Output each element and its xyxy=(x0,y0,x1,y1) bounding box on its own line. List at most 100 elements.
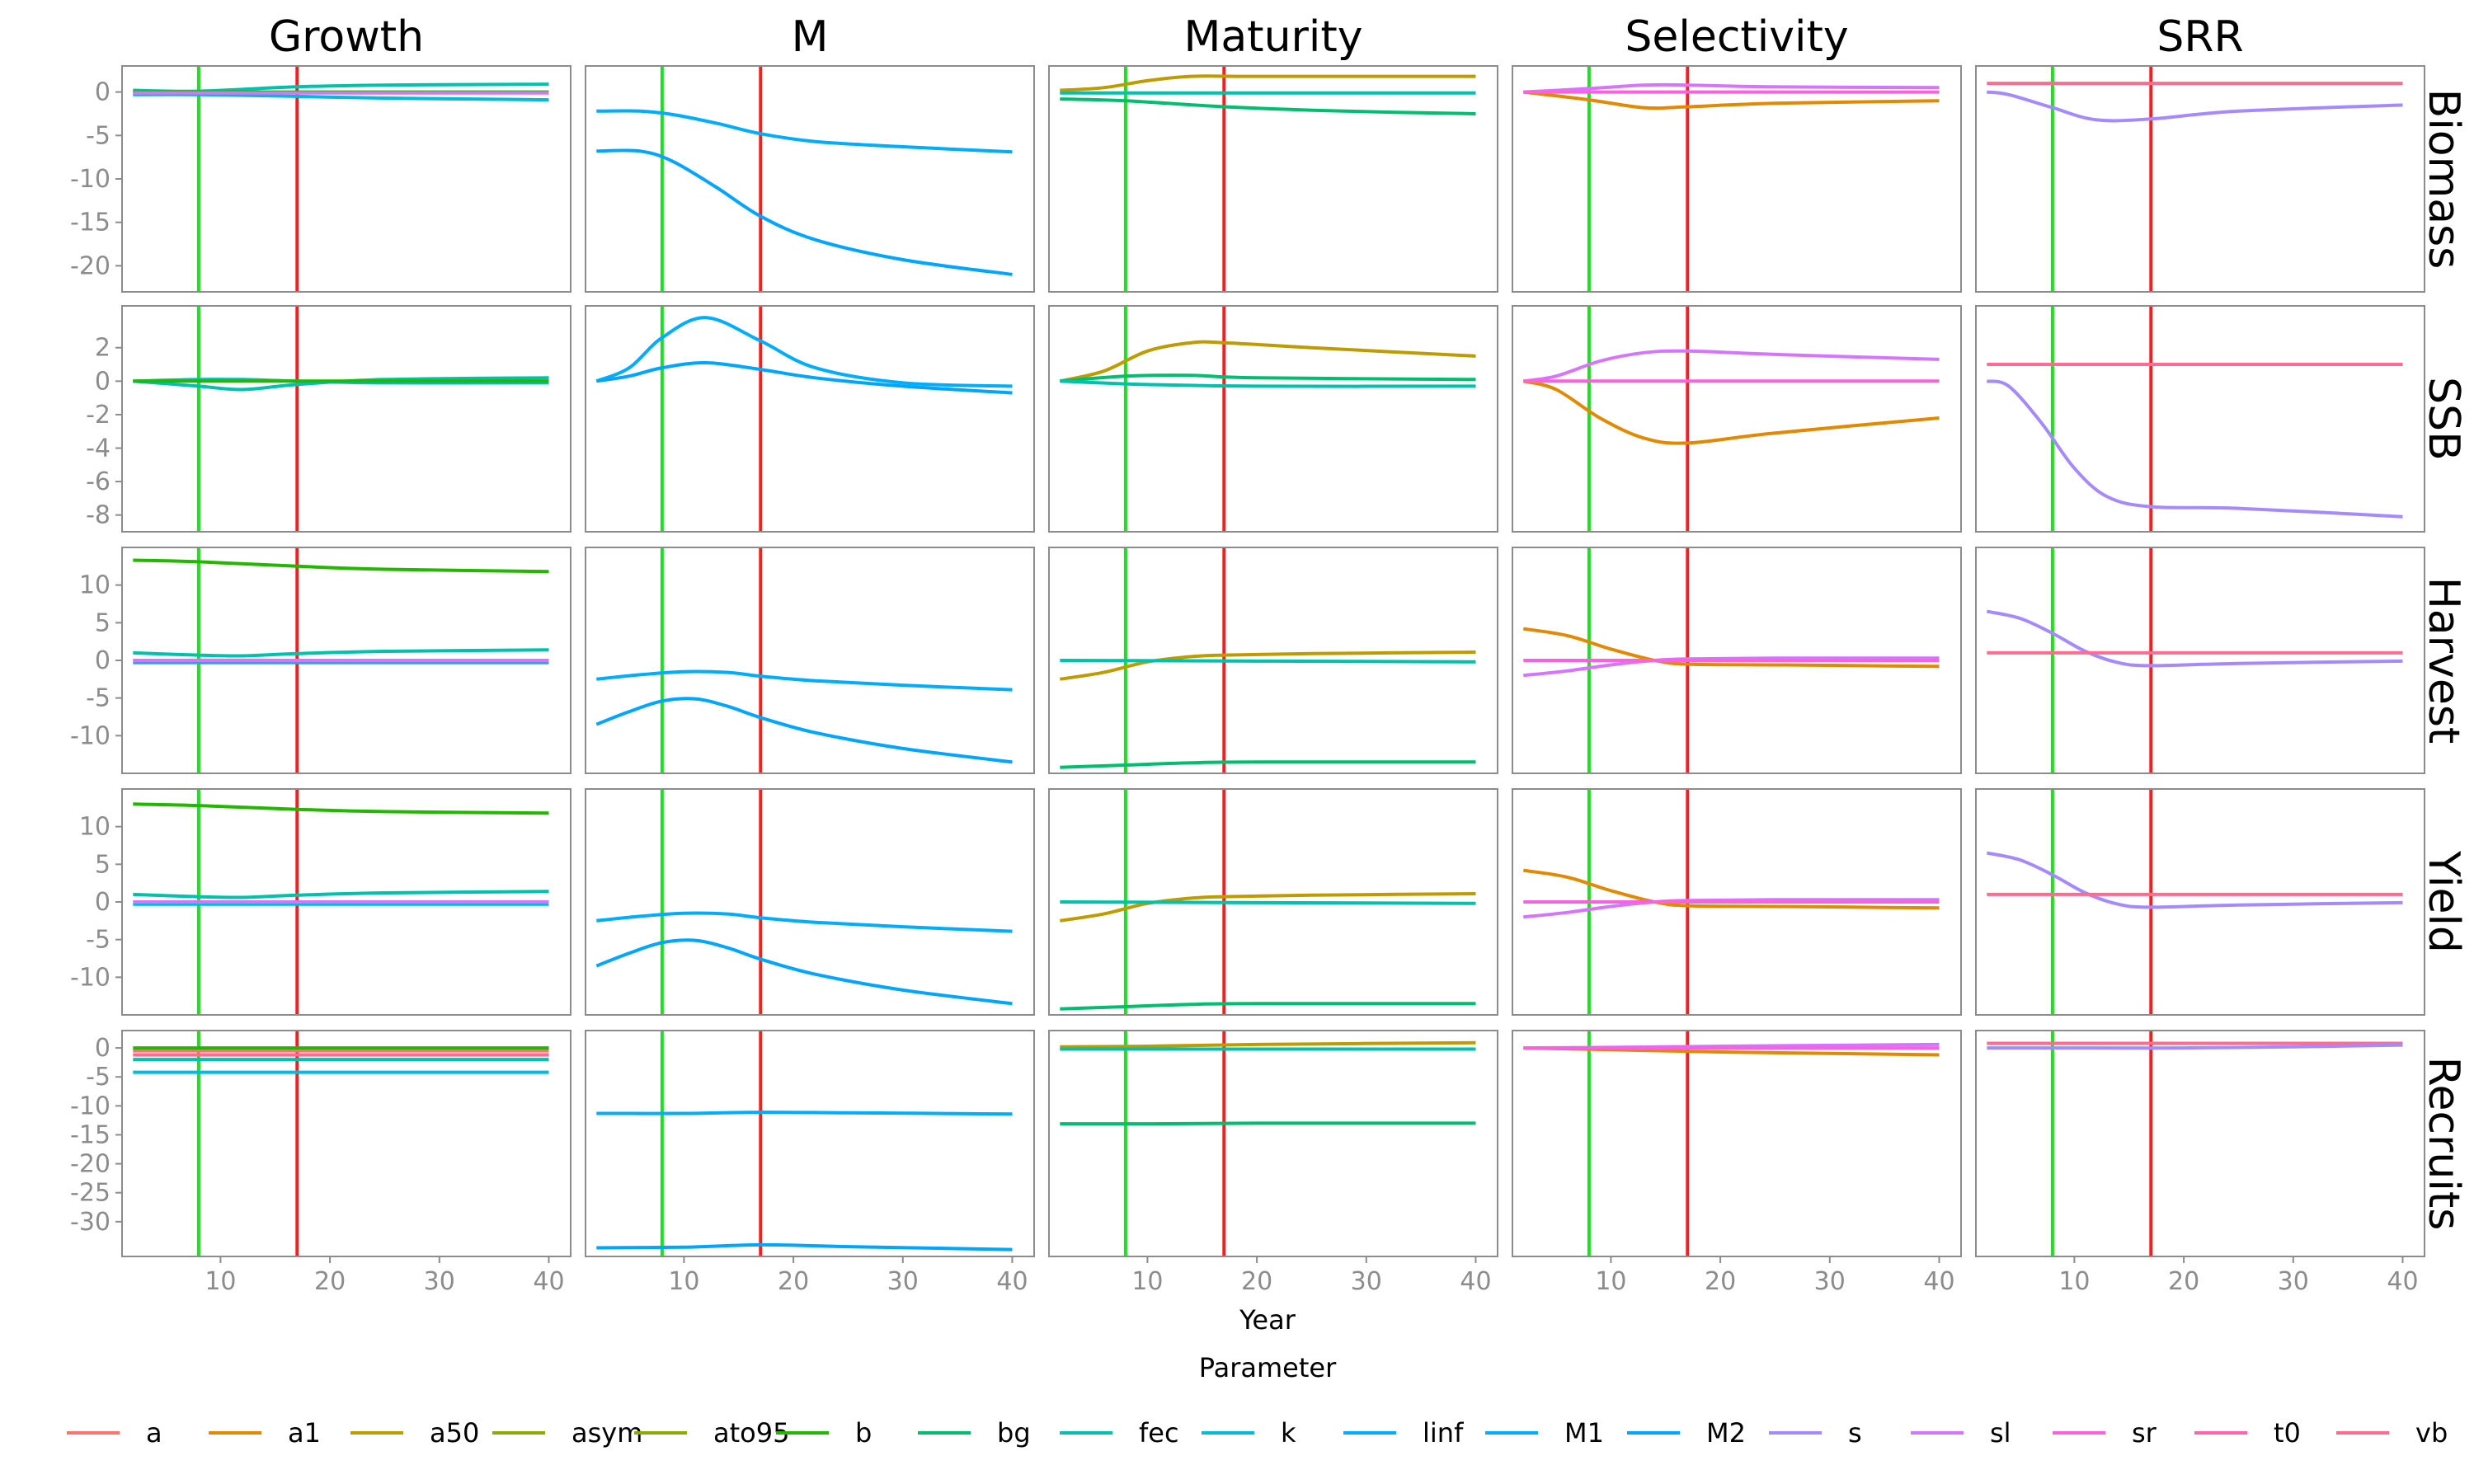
panel-harvest-m xyxy=(585,547,1035,774)
y-tick-label: 0 xyxy=(95,1034,111,1063)
legend-label: sr xyxy=(2132,1417,2157,1449)
panel-ssb-selectivity xyxy=(1512,305,1962,533)
y-tick-label: 5 xyxy=(95,608,111,637)
panel-yield-growth xyxy=(121,788,571,1016)
x-tick-label: 10 xyxy=(205,1267,236,1296)
y-tick-label: 0 xyxy=(95,646,111,675)
panel-yield-srr xyxy=(1975,788,2425,1016)
panel-recruits-maturity xyxy=(1048,1030,1498,1257)
panel-border xyxy=(585,65,1035,293)
x-tick-label: 20 xyxy=(778,1267,809,1296)
y-tick-label: -10 xyxy=(70,963,111,992)
panel-recruits-growth xyxy=(121,1030,571,1257)
legend-label: fec xyxy=(1139,1417,1179,1449)
legend-item-a: a xyxy=(67,1417,162,1449)
panel-biomass-growth xyxy=(121,65,571,293)
panel-ssb-growth xyxy=(121,305,571,533)
series-line-a50 xyxy=(1059,340,1476,383)
series-line-sl xyxy=(1523,349,1940,383)
y-tick-label: -5 xyxy=(86,684,111,713)
series-line-a1 xyxy=(1523,90,1940,110)
panel-border xyxy=(1975,305,2425,533)
y-tick-label: 0 xyxy=(95,78,111,107)
y-tick-label: -15 xyxy=(70,1120,111,1149)
column-strip-maturity: Maturity xyxy=(1183,12,1362,62)
panel-yield-maturity xyxy=(1048,788,1498,1016)
panel-border xyxy=(585,1030,1035,1257)
y-tick-label: -5 xyxy=(86,121,111,150)
y-tick-label: 5 xyxy=(95,850,111,879)
legend-label: M2 xyxy=(1706,1417,1746,1449)
panels-layer xyxy=(121,65,2425,1257)
y-tick-label: -5 xyxy=(86,1063,111,1092)
y-tick-label: -10 xyxy=(70,165,111,194)
panel-recruits-m xyxy=(585,1030,1035,1257)
series-line-fec xyxy=(133,82,549,93)
legend-item-asym: asym xyxy=(492,1417,642,1449)
series-line-a1 xyxy=(1522,627,1940,669)
x-tick-label: 40 xyxy=(996,1267,1028,1296)
panel-biomass-selectivity xyxy=(1512,65,1962,293)
row-strip-harvest: Harvest xyxy=(2419,577,2468,744)
panel-border xyxy=(1512,305,1962,533)
panel-border xyxy=(585,788,1035,1016)
panel-harvest-selectivity xyxy=(1512,547,1962,774)
series-line-a1 xyxy=(1522,379,1940,445)
legend-item-fec: fec xyxy=(1060,1417,1179,1449)
x-tick-label: 30 xyxy=(2278,1267,2309,1296)
panel-ssb-m xyxy=(585,305,1035,533)
series-line-a1 xyxy=(1522,868,1940,910)
y-tick-label: -2 xyxy=(86,401,111,430)
panel-biomass-maturity xyxy=(1048,65,1498,293)
row-strip-recruits: Recruits xyxy=(2419,1057,2468,1231)
panel-border xyxy=(121,305,571,533)
x-tick-label: 10 xyxy=(1595,1267,1626,1296)
legend-item-m1: M1 xyxy=(1485,1417,1604,1449)
panel-border xyxy=(1048,65,1498,293)
x-tick-label: 30 xyxy=(1814,1267,1846,1296)
y-tick-label: -20 xyxy=(70,251,111,280)
legend-item-a50: a50 xyxy=(350,1417,479,1449)
y-tick-label: -15 xyxy=(70,209,111,237)
panel-border xyxy=(121,1030,571,1257)
x-tick-label: 20 xyxy=(314,1267,346,1296)
series-line-s xyxy=(1987,90,2403,123)
y-tick-label: -30 xyxy=(70,1208,111,1237)
series-line-m2 xyxy=(595,938,1013,1006)
y-tick-label: 2 xyxy=(95,334,111,363)
legend-title: Parameter xyxy=(1199,1352,1337,1383)
row-strip-ssb: SSB xyxy=(2419,377,2468,461)
x-tick-label: 40 xyxy=(1460,1267,1491,1296)
series-line-fec xyxy=(1060,659,1476,664)
series-line-m2 xyxy=(596,1242,1013,1252)
series-line-fec xyxy=(133,376,549,392)
legend-item-ato95: ato95 xyxy=(634,1417,789,1449)
y-tick-label: -10 xyxy=(70,721,111,750)
y-tick-label: -4 xyxy=(86,434,111,463)
legend-item-vb: vb xyxy=(2336,1417,2448,1449)
legend-item-s: s xyxy=(1769,1417,1862,1449)
legend-label: asym xyxy=(571,1417,642,1449)
series-line-bg xyxy=(1060,760,1476,769)
x-tick-label: 10 xyxy=(1131,1267,1163,1296)
x-tick-label: 40 xyxy=(2387,1267,2418,1296)
x-axis-title: Year xyxy=(1239,1304,1296,1336)
series-line-s xyxy=(1986,379,2403,519)
panel-biomass-m xyxy=(585,65,1035,293)
legend-item-sl: sl xyxy=(1911,1417,2011,1449)
panel-harvest-maturity xyxy=(1048,547,1498,774)
series-line-a50 xyxy=(1060,650,1476,681)
panel-border xyxy=(1048,1030,1498,1257)
legend-item-sr: sr xyxy=(2053,1417,2157,1449)
y-tick-label: -6 xyxy=(86,467,111,496)
series-line-m2 xyxy=(595,697,1013,764)
panel-border xyxy=(1048,547,1498,774)
column-strip-growth: Growth xyxy=(269,12,424,62)
legend-label: a1 xyxy=(288,1417,321,1449)
panel-harvest-srr xyxy=(1975,547,2425,774)
x-tick-label: 40 xyxy=(1923,1267,1954,1296)
series-line-sl xyxy=(1523,82,1940,94)
x-tick-label: 10 xyxy=(2058,1267,2090,1296)
series-line-m1 xyxy=(596,1111,1013,1116)
series-line-fec xyxy=(133,890,549,899)
